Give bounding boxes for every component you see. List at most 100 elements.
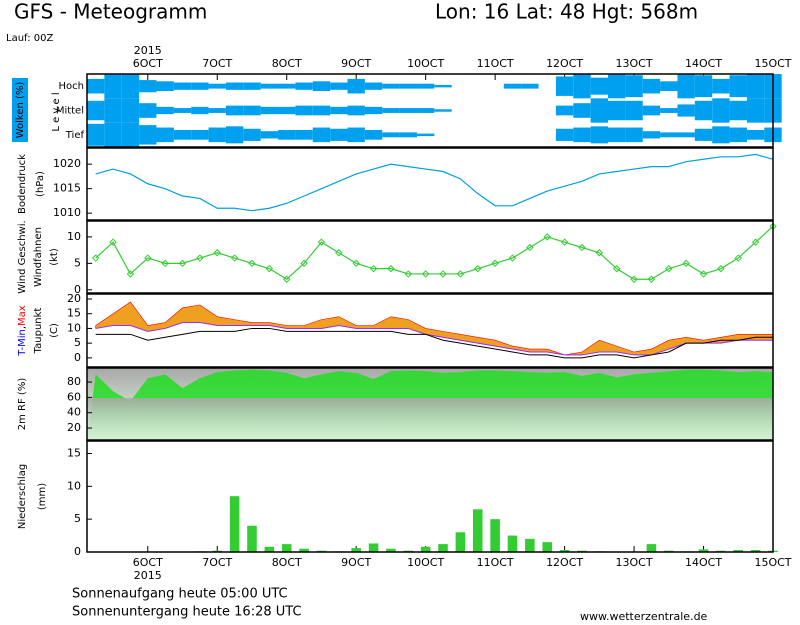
cloud-cell bbox=[330, 82, 348, 90]
location: Lon: 16 Lat: 48 Hgt: 568m bbox=[435, 0, 698, 24]
marker bbox=[543, 233, 551, 241]
cloud-cell bbox=[364, 106, 383, 115]
bar bbox=[646, 544, 657, 552]
cloud-cell bbox=[225, 126, 244, 144]
marker bbox=[699, 270, 708, 278]
bar bbox=[438, 544, 448, 552]
cloud-cell bbox=[330, 128, 348, 141]
cloud-cell bbox=[278, 129, 296, 140]
cloud-cell bbox=[382, 132, 400, 138]
level-label: Mittel bbox=[56, 106, 84, 117]
x-tick-label-bottom: 10OCT bbox=[407, 556, 444, 569]
cloud-cell bbox=[208, 127, 226, 143]
level-label: Tief bbox=[65, 130, 85, 141]
panel-label: T-Min,Max bbox=[17, 305, 28, 356]
marker bbox=[230, 254, 239, 262]
y-tick-label: 5 bbox=[74, 336, 81, 349]
marker bbox=[421, 270, 430, 278]
marker bbox=[439, 270, 447, 278]
sunrise: Sonnenaufgang heute 05:00 UTC bbox=[72, 587, 288, 602]
cloud-cell bbox=[139, 80, 157, 93]
x-tick-label-bottom: 15OCT bbox=[754, 556, 791, 569]
bar bbox=[698, 549, 709, 552]
marker bbox=[751, 238, 760, 246]
x-tick-label-bottom: 6OCT bbox=[133, 556, 163, 569]
cloud-cell bbox=[382, 108, 400, 113]
marker bbox=[734, 254, 742, 262]
y-tick-label: 0 bbox=[74, 545, 81, 558]
x-tick-label-bottom: 7OCT bbox=[202, 556, 232, 569]
bar bbox=[368, 543, 379, 552]
y-tick-label: 0 bbox=[74, 351, 81, 364]
x-tick-label-top: 12OCT bbox=[546, 57, 583, 70]
cloud-cell bbox=[347, 78, 365, 94]
cloud-cell bbox=[625, 100, 643, 121]
cloud-cell bbox=[243, 105, 261, 116]
cloud-cell bbox=[729, 75, 747, 98]
cloud-cell bbox=[677, 104, 695, 117]
panel-unit: (hPa) bbox=[35, 171, 46, 197]
y-tick-label: 1015 bbox=[53, 182, 81, 195]
level-label: Hoch bbox=[59, 81, 84, 92]
cloud-cell bbox=[416, 133, 435, 137]
cloud-cell bbox=[573, 74, 591, 99]
marker bbox=[248, 259, 256, 268]
y-tick-label: 10 bbox=[67, 321, 81, 334]
line bbox=[95, 153, 774, 212]
cloud-cell bbox=[347, 127, 365, 143]
cloud-cell bbox=[295, 129, 313, 140]
marker bbox=[161, 259, 169, 268]
cloud-cell bbox=[746, 129, 765, 140]
cloud-cell bbox=[746, 98, 765, 123]
marker bbox=[369, 264, 378, 273]
cloud-cell bbox=[191, 129, 209, 140]
cloud-cell bbox=[590, 98, 609, 123]
marker bbox=[335, 249, 343, 257]
bar bbox=[264, 546, 275, 552]
cloud-cell bbox=[278, 83, 296, 89]
panel-label: Wind Geschwi. bbox=[17, 220, 28, 293]
bar bbox=[351, 548, 361, 552]
cloud-cell bbox=[677, 74, 695, 99]
marker bbox=[526, 243, 534, 252]
marker bbox=[612, 264, 621, 273]
marker bbox=[630, 275, 638, 283]
cloud-cell bbox=[87, 78, 105, 94]
cloud-cell bbox=[87, 100, 105, 121]
cloud-cell bbox=[260, 131, 279, 139]
marker bbox=[126, 270, 135, 278]
x-tick-label-bottom: 14OCT bbox=[685, 556, 722, 569]
cloud-cell bbox=[642, 131, 661, 139]
cloud-cell bbox=[173, 82, 192, 90]
x-tick-label-top: 14OCT bbox=[685, 57, 722, 70]
cloud-cell bbox=[642, 105, 661, 116]
bar bbox=[507, 535, 518, 552]
cloud-cell bbox=[243, 82, 261, 90]
sunset: Sonnenuntergang heute 16:28 UTC bbox=[72, 605, 302, 620]
y-tick-label: 15 bbox=[67, 446, 81, 459]
cloud-cell bbox=[87, 123, 105, 146]
x-tick-label-bottom: 12OCT bbox=[546, 556, 583, 569]
marker bbox=[213, 249, 221, 257]
cloud-cell bbox=[555, 105, 574, 116]
x-tick-label-bottom: 11OCT bbox=[477, 556, 514, 569]
y-tick-label: 40 bbox=[67, 406, 81, 419]
cloud-cell bbox=[399, 83, 417, 89]
cloud-cell bbox=[625, 75, 643, 98]
cloud-cell bbox=[712, 126, 730, 144]
cloud-cell bbox=[746, 74, 765, 99]
cloud-cell bbox=[590, 77, 609, 95]
y-tick-label: 10 bbox=[67, 479, 81, 492]
panel-frame bbox=[86, 73, 774, 148]
panel-frame bbox=[86, 293, 774, 368]
cloud-cell bbox=[225, 105, 244, 116]
bar bbox=[229, 496, 240, 552]
x-tick-label-bottom: 13OCT bbox=[616, 556, 653, 569]
cloud-cell bbox=[312, 127, 331, 143]
cloud-cell bbox=[434, 84, 452, 88]
cloud-cell bbox=[364, 82, 383, 90]
cloud-cell bbox=[278, 106, 296, 115]
panel-label: 2m RF (%) bbox=[17, 378, 28, 431]
cloud-cell bbox=[295, 82, 313, 90]
level-axis-label: L e v e l bbox=[51, 92, 62, 131]
